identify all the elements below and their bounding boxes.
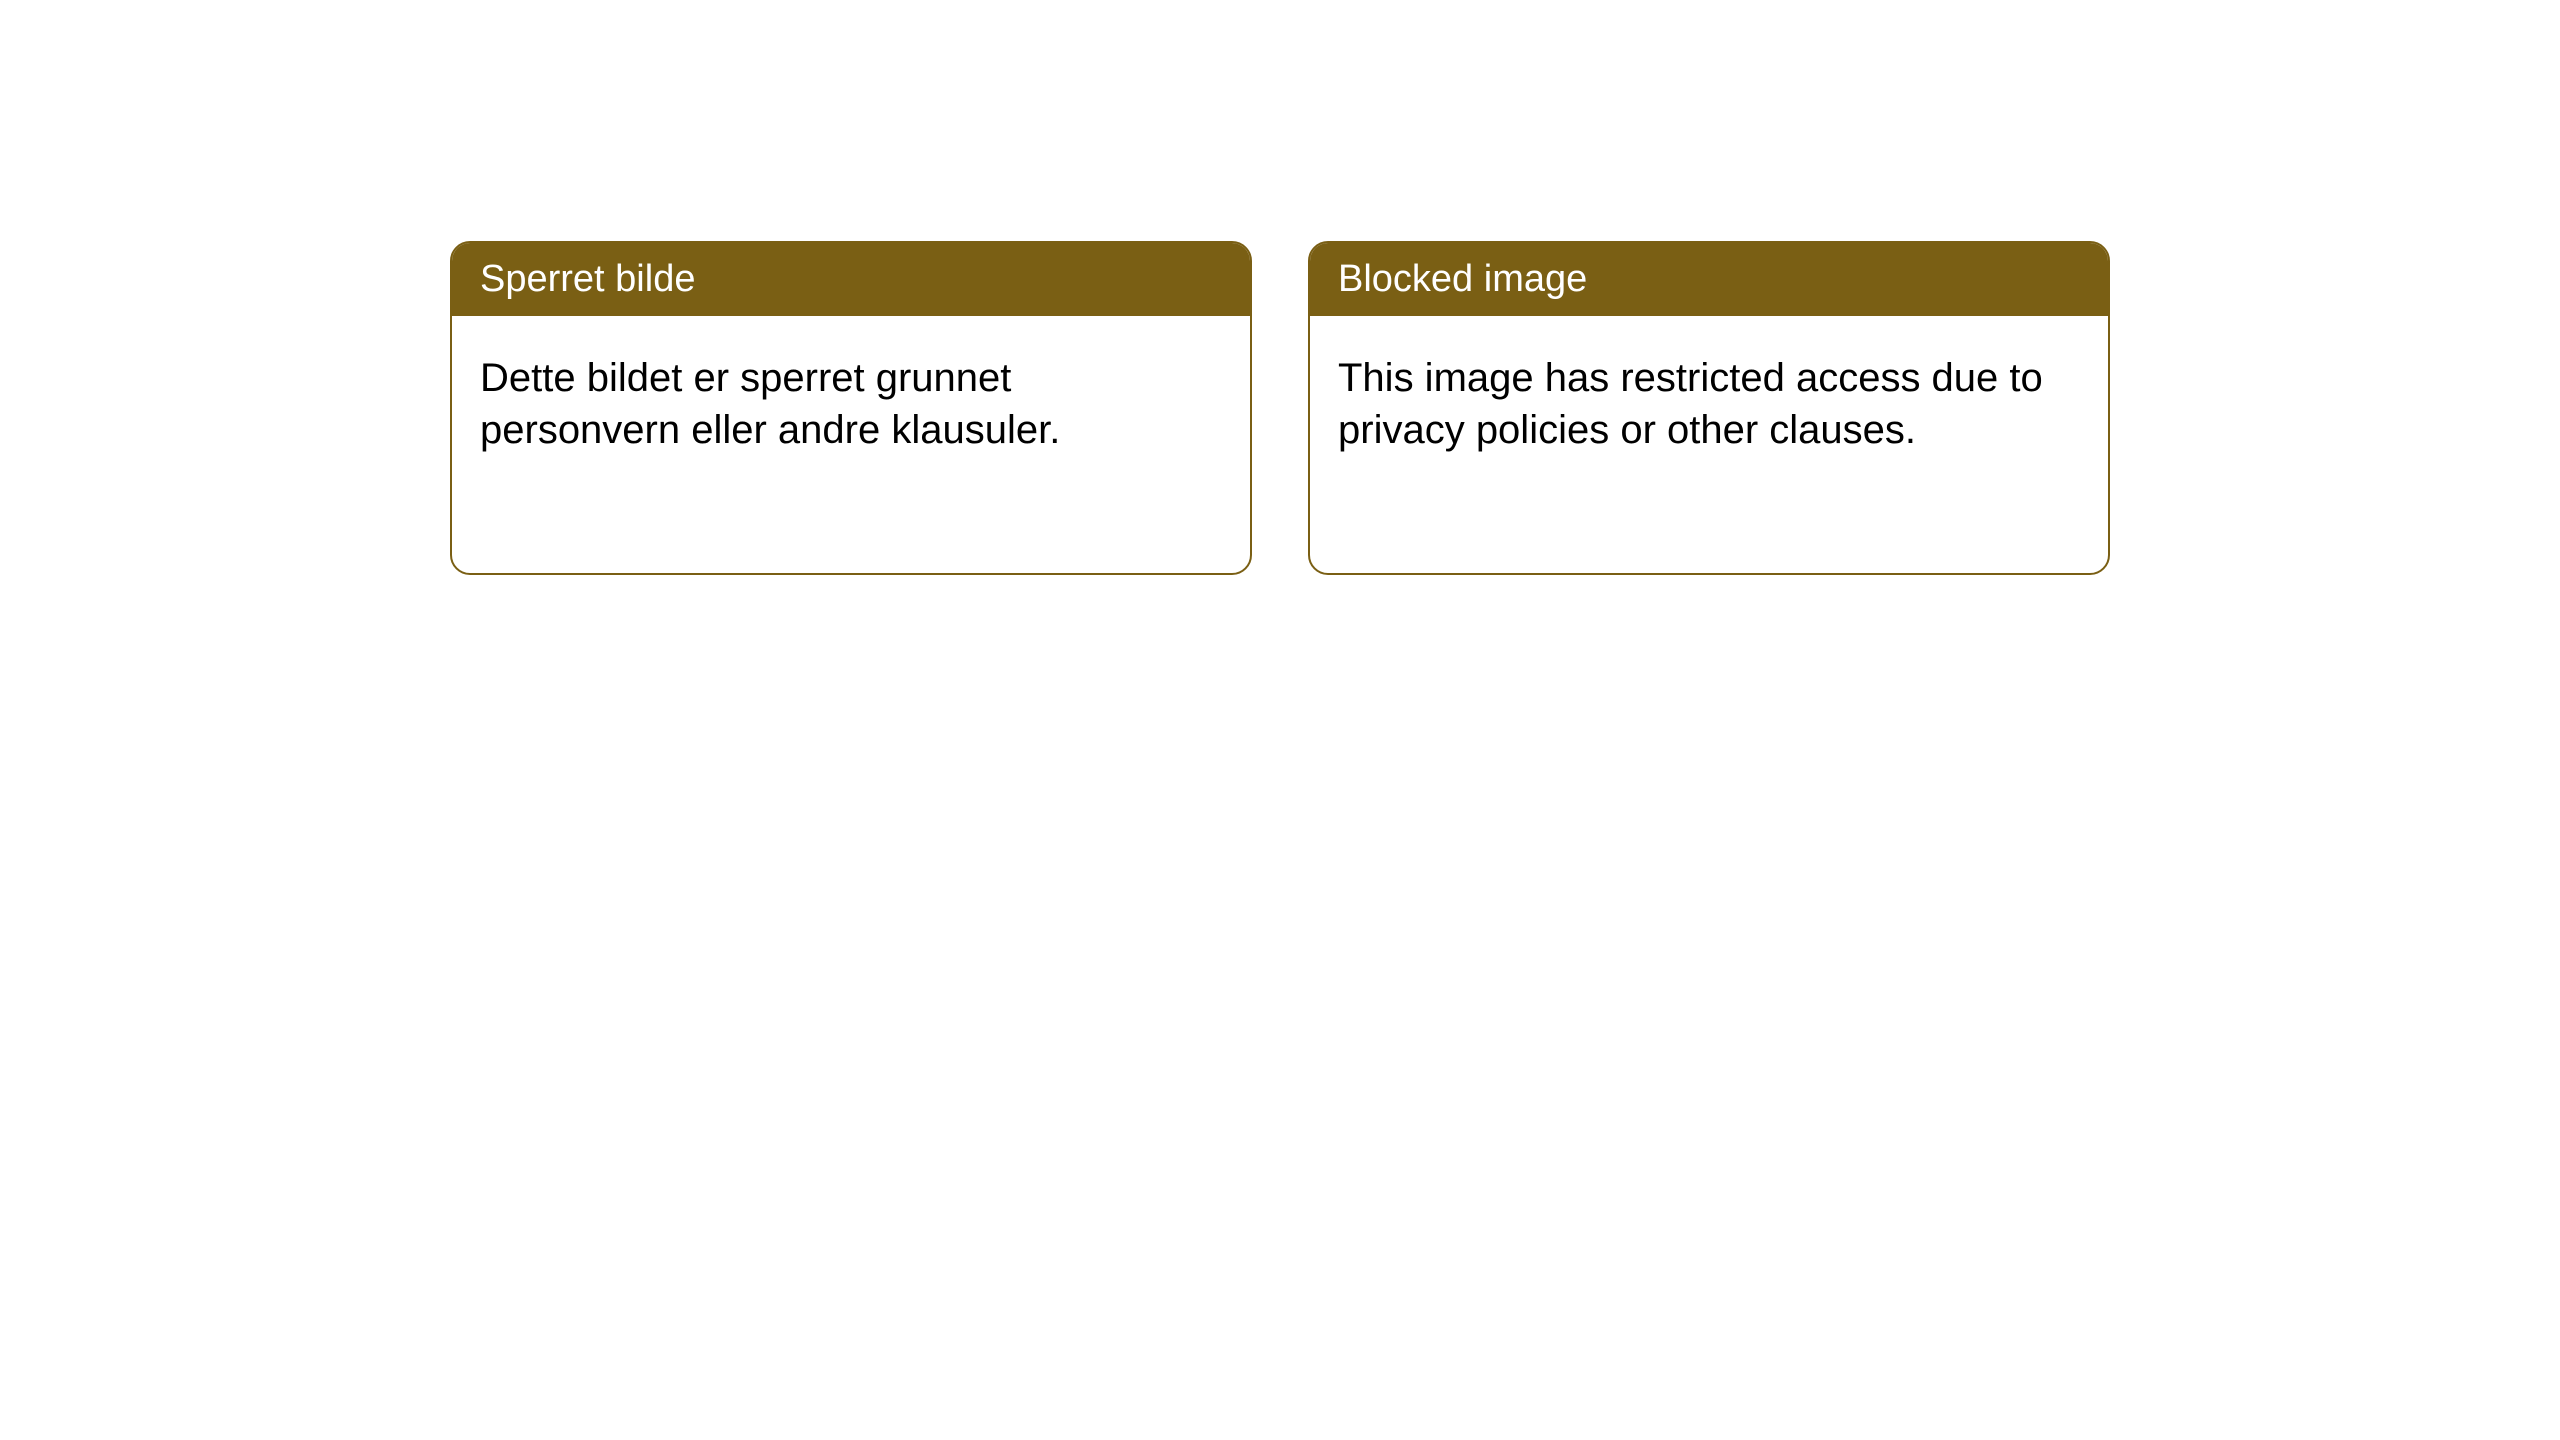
notice-message-english: This image has restricted access due to … xyxy=(1338,356,2043,452)
notice-message-norwegian: Dette bildet er sperret grunnet personve… xyxy=(480,356,1060,452)
notice-header-english: Blocked image xyxy=(1310,243,2108,316)
notice-title-norwegian: Sperret bilde xyxy=(480,258,695,300)
notice-title-english: Blocked image xyxy=(1338,258,1587,300)
notice-container: Sperret bilde Dette bildet er sperret gr… xyxy=(450,241,2110,575)
notice-card-norwegian: Sperret bilde Dette bildet er sperret gr… xyxy=(450,241,1252,575)
notice-body-english: This image has restricted access due to … xyxy=(1310,316,2108,492)
notice-header-norwegian: Sperret bilde xyxy=(452,243,1250,316)
notice-card-english: Blocked image This image has restricted … xyxy=(1308,241,2110,575)
notice-body-norwegian: Dette bildet er sperret grunnet personve… xyxy=(452,316,1250,492)
